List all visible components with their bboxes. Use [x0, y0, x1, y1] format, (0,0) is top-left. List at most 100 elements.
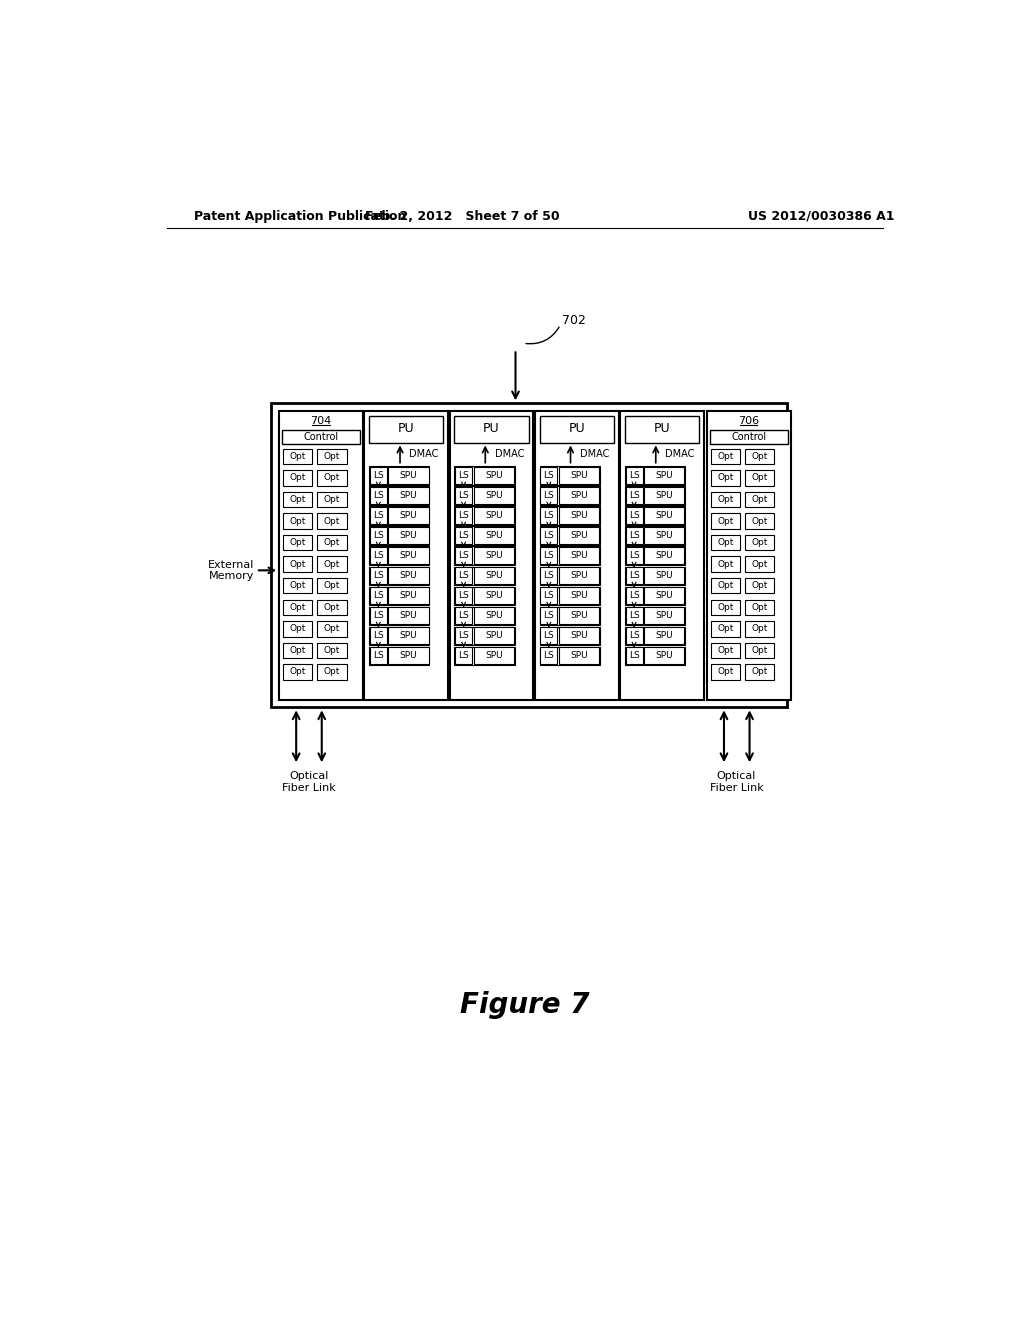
Text: SPU: SPU [485, 552, 503, 560]
Text: SPU: SPU [399, 611, 418, 620]
Text: Opt: Opt [718, 495, 734, 504]
Text: LS: LS [544, 631, 554, 640]
Bar [317, 492, 346, 507]
Text: SPU: SPU [485, 591, 503, 601]
Text: SPU: SPU [399, 651, 418, 660]
Bar [474, 568, 514, 585]
Text: Opt: Opt [324, 474, 340, 482]
Bar [388, 507, 429, 524]
Bar [474, 587, 514, 605]
Text: LS: LS [544, 611, 554, 620]
Bar [644, 527, 684, 544]
Bar [644, 467, 684, 484]
Bar [280, 411, 362, 700]
Bar [625, 647, 685, 665]
Bar [283, 470, 312, 486]
Text: Feb. 2, 2012   Sheet 7 of 50: Feb. 2, 2012 Sheet 7 of 50 [366, 210, 560, 223]
Bar [474, 527, 514, 544]
Bar [317, 557, 346, 572]
Text: LS: LS [373, 591, 384, 601]
Bar [625, 416, 699, 442]
Bar [370, 627, 387, 644]
Text: LS: LS [373, 651, 384, 660]
Text: Opt: Opt [718, 451, 734, 461]
Bar [455, 546, 515, 565]
Bar [540, 416, 614, 442]
Text: PU: PU [398, 422, 415, 436]
Text: DMAC: DMAC [580, 449, 609, 459]
Bar [540, 487, 600, 506]
Bar [744, 535, 774, 550]
Bar [541, 507, 557, 524]
Text: 702: 702 [562, 314, 586, 326]
Bar [744, 599, 774, 615]
Text: LS: LS [458, 591, 469, 601]
Bar [369, 487, 429, 506]
Text: LS: LS [458, 572, 469, 581]
Text: 706: 706 [738, 416, 760, 426]
Bar [625, 527, 685, 545]
Text: SPU: SPU [570, 611, 588, 620]
Bar [283, 449, 312, 465]
Bar [744, 513, 774, 529]
Text: LS: LS [373, 491, 384, 500]
Bar [625, 507, 685, 525]
Bar [369, 566, 429, 585]
Text: SPU: SPU [399, 491, 418, 500]
Text: SPU: SPU [655, 572, 673, 581]
Text: LS: LS [629, 572, 639, 581]
Bar [559, 568, 599, 585]
Text: Opt: Opt [752, 624, 768, 634]
Text: SPU: SPU [655, 591, 673, 601]
Text: Opt: Opt [324, 645, 340, 655]
Bar [455, 466, 515, 484]
Bar [621, 411, 703, 700]
Bar [559, 587, 599, 605]
Text: Opt: Opt [752, 495, 768, 504]
Text: LS: LS [373, 531, 384, 540]
Text: Opt: Opt [718, 516, 734, 525]
Text: LS: LS [458, 471, 469, 480]
Bar [559, 548, 599, 564]
Bar [283, 622, 312, 636]
Bar [540, 466, 600, 484]
Bar [625, 627, 685, 645]
Text: Opt: Opt [290, 668, 306, 676]
Text: LS: LS [629, 531, 639, 540]
Text: SPU: SPU [399, 572, 418, 581]
Text: PU: PU [568, 422, 585, 436]
Text: SPU: SPU [399, 511, 418, 520]
Text: Control: Control [303, 432, 339, 442]
Bar [455, 586, 515, 605]
Bar [744, 643, 774, 659]
Text: US 2012/0030386 A1: US 2012/0030386 A1 [749, 210, 895, 223]
Bar [388, 647, 429, 664]
Text: SPU: SPU [570, 651, 588, 660]
Bar [317, 513, 346, 529]
Text: Opt: Opt [752, 451, 768, 461]
Text: SPU: SPU [485, 491, 503, 500]
Bar [644, 647, 684, 664]
Bar [626, 487, 643, 504]
Bar [455, 627, 472, 644]
Bar [474, 647, 514, 664]
Text: LS: LS [629, 511, 639, 520]
Text: Opt: Opt [290, 645, 306, 655]
Text: Opt: Opt [752, 603, 768, 611]
Text: LS: LS [373, 552, 384, 560]
Text: LS: LS [544, 552, 554, 560]
Bar [541, 627, 557, 644]
Text: Opt: Opt [718, 581, 734, 590]
Text: LS: LS [458, 511, 469, 520]
Bar [711, 578, 740, 594]
Text: DMAC: DMAC [495, 449, 524, 459]
Bar [455, 527, 472, 544]
Bar [271, 404, 786, 708]
Text: LS: LS [544, 531, 554, 540]
Text: Control: Control [731, 432, 766, 442]
Bar [644, 587, 684, 605]
Text: LS: LS [458, 491, 469, 500]
Bar [455, 527, 515, 545]
Bar [541, 607, 557, 624]
Bar [369, 507, 429, 525]
